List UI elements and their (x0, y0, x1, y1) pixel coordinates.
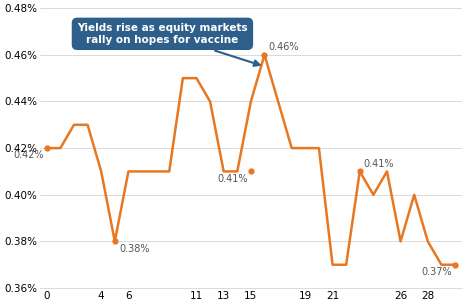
Text: 0.41%: 0.41% (364, 159, 394, 169)
Text: 0.42%: 0.42% (14, 150, 44, 160)
Text: 0.38%: 0.38% (119, 244, 150, 254)
Text: 0.46%: 0.46% (268, 42, 299, 52)
Text: Yields rise as equity markets
rally on hopes for vaccine: Yields rise as equity markets rally on h… (77, 23, 260, 66)
Text: 0.37%: 0.37% (422, 267, 452, 277)
Text: 0.41%: 0.41% (218, 174, 248, 184)
